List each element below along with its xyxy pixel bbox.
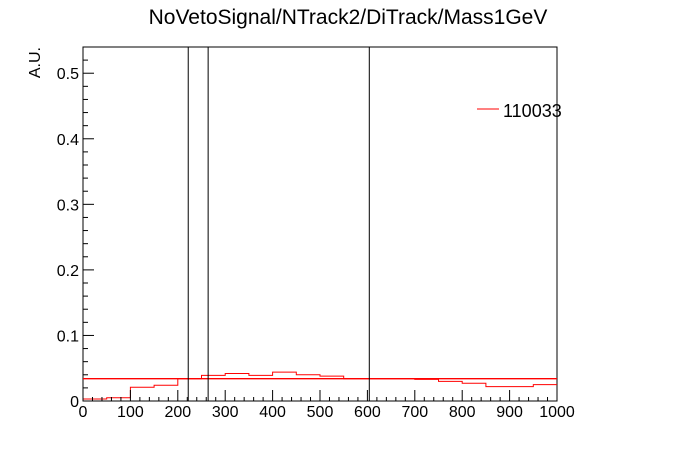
x-tick-label: 300 [212, 404, 239, 421]
x-tick-label: 400 [259, 404, 286, 421]
histogram-series-0 [82, 371, 557, 401]
x-tick-label: 1000 [539, 404, 575, 421]
x-tick-label: 800 [449, 404, 476, 421]
y-tick-label: 0.3 [57, 197, 79, 214]
x-tick-label: 0 [79, 404, 88, 421]
axes: 0 100 200 300 400 500 600 700 800 900 1000 0 0.1 0.2 0… [57, 46, 575, 421]
x-tick-label: 900 [496, 404, 523, 421]
y-tick-label: 0.2 [57, 263, 79, 280]
y-tick-label: 0.4 [57, 132, 79, 149]
y-tick-label: 0 [70, 394, 79, 411]
x-tick-label: 700 [401, 404, 428, 421]
x-tick-label: 500 [307, 404, 334, 421]
y-tick-label: 0.5 [57, 66, 79, 83]
y-axis-label: A.U. [27, 47, 44, 78]
x-tick-label: 100 [117, 404, 144, 421]
chart-title: NoVetoSignal/NTrack2/DiTrack/Mass1GeV [149, 6, 548, 29]
x-tick-label: 600 [354, 404, 381, 421]
plot-border [82, 46, 558, 402]
y-tick-label: 0.1 [57, 328, 79, 345]
x-tick-label: 200 [164, 404, 191, 421]
histogram-layer [82, 371, 557, 401]
reference-lines [83, 47, 557, 401]
legend: 110033 [477, 101, 562, 121]
legend-label: 110033 [503, 101, 562, 121]
plot-frame [82, 46, 558, 402]
